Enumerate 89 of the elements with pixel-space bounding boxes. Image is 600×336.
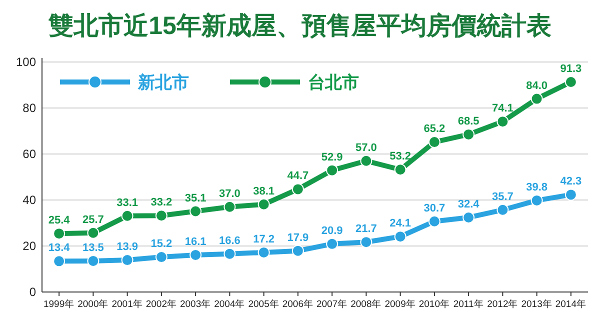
data-label: 84.0 — [526, 80, 548, 92]
point — [190, 205, 202, 218]
y-tick-label: 0 — [29, 285, 36, 299]
x-tick-label: 2014年 — [555, 298, 587, 310]
point — [564, 76, 577, 88]
x-tick-label: 2004年 — [214, 298, 246, 310]
point — [190, 248, 202, 261]
data-label: 32.4 — [458, 198, 480, 210]
point — [530, 194, 543, 206]
point — [462, 211, 475, 224]
data-label: 15.2 — [150, 238, 172, 250]
data-label: 13.4 — [48, 242, 71, 254]
data-label: 13.9 — [116, 241, 138, 254]
point — [394, 230, 406, 243]
data-label: 21.7 — [355, 223, 377, 236]
point — [496, 204, 509, 216]
point — [326, 164, 338, 176]
x-tick-label: 2011年 — [453, 298, 484, 310]
point — [155, 210, 168, 222]
x-tick-label: 2008年 — [350, 298, 382, 310]
data-label: 30.7 — [424, 202, 446, 214]
data-label: 74.1 — [492, 102, 514, 115]
point — [428, 215, 440, 228]
data-label: 53.2 — [390, 150, 412, 163]
data-label: 24.1 — [390, 218, 412, 230]
data-label: 16.1 — [184, 236, 206, 248]
x-tick-label: 2010年 — [418, 298, 450, 310]
point — [258, 198, 270, 210]
point — [360, 236, 372, 248]
data-label: 57.0 — [355, 142, 377, 154]
data-label: 38.1 — [253, 185, 275, 198]
y-tick-label: 60 — [22, 147, 36, 161]
point — [121, 254, 134, 266]
point — [564, 188, 577, 201]
data-label: 39.8 — [526, 181, 548, 194]
x-tick-label: 2007年 — [316, 298, 348, 310]
data-label: 37.0 — [218, 188, 240, 200]
data-label: 17.2 — [253, 233, 275, 246]
legend-label: 新北市 — [137, 73, 189, 92]
point — [394, 164, 406, 176]
point — [496, 116, 509, 128]
data-label: 91.3 — [560, 63, 582, 76]
point — [224, 200, 236, 213]
x-tick-label: 2005年 — [248, 298, 280, 310]
point — [530, 92, 543, 105]
data-label: 25.4 — [48, 214, 71, 227]
data-label: 42.3 — [560, 176, 582, 188]
data-label: 65.2 — [424, 123, 446, 136]
point — [360, 154, 372, 167]
data-label: 68.5 — [458, 115, 480, 128]
y-tick-label: 100 — [16, 55, 36, 69]
point — [462, 128, 475, 140]
point — [224, 248, 236, 260]
data-label: 13.5 — [82, 242, 104, 254]
x-tick-label: 2012年 — [487, 298, 518, 310]
chart-title: 雙北市近15年新成屋、預售屋平均房價統計表 — [48, 12, 552, 40]
data-label: 25.7 — [82, 214, 104, 226]
data-label: 52.9 — [321, 151, 343, 164]
point — [428, 136, 440, 148]
point — [53, 255, 66, 268]
data-label: 35.1 — [184, 192, 206, 204]
point — [292, 244, 304, 257]
point — [326, 238, 338, 250]
data-label: 33.1 — [116, 196, 138, 209]
point — [87, 254, 100, 267]
x-tick-label: 2000年 — [78, 298, 109, 310]
y-tick-label: 80 — [22, 101, 36, 115]
x-tick-label: 2009年 — [384, 298, 416, 310]
x-tick-label: 2003年 — [180, 298, 212, 310]
point — [87, 226, 100, 239]
point — [121, 210, 134, 222]
y-tick-label: 40 — [22, 193, 36, 207]
legend-label: 台北市 — [308, 73, 359, 92]
data-label: 35.7 — [492, 190, 514, 203]
data-label: 17.9 — [287, 232, 309, 244]
x-tick-label: 1999年 — [43, 298, 75, 310]
x-tick-label: 2002年 — [146, 298, 178, 310]
point — [292, 183, 304, 196]
x-tick-label: 2001年 — [112, 298, 143, 310]
point — [53, 228, 66, 240]
x-tick-label: 2006年 — [282, 298, 314, 310]
x-tick-label: 2013年 — [521, 298, 552, 310]
data-label: 44.7 — [287, 170, 309, 182]
y-tick-label: 20 — [22, 239, 36, 253]
data-label: 16.6 — [218, 234, 240, 247]
data-label: 20.9 — [321, 224, 343, 237]
point — [155, 251, 168, 264]
point — [258, 246, 270, 258]
data-label: 33.2 — [150, 196, 172, 209]
